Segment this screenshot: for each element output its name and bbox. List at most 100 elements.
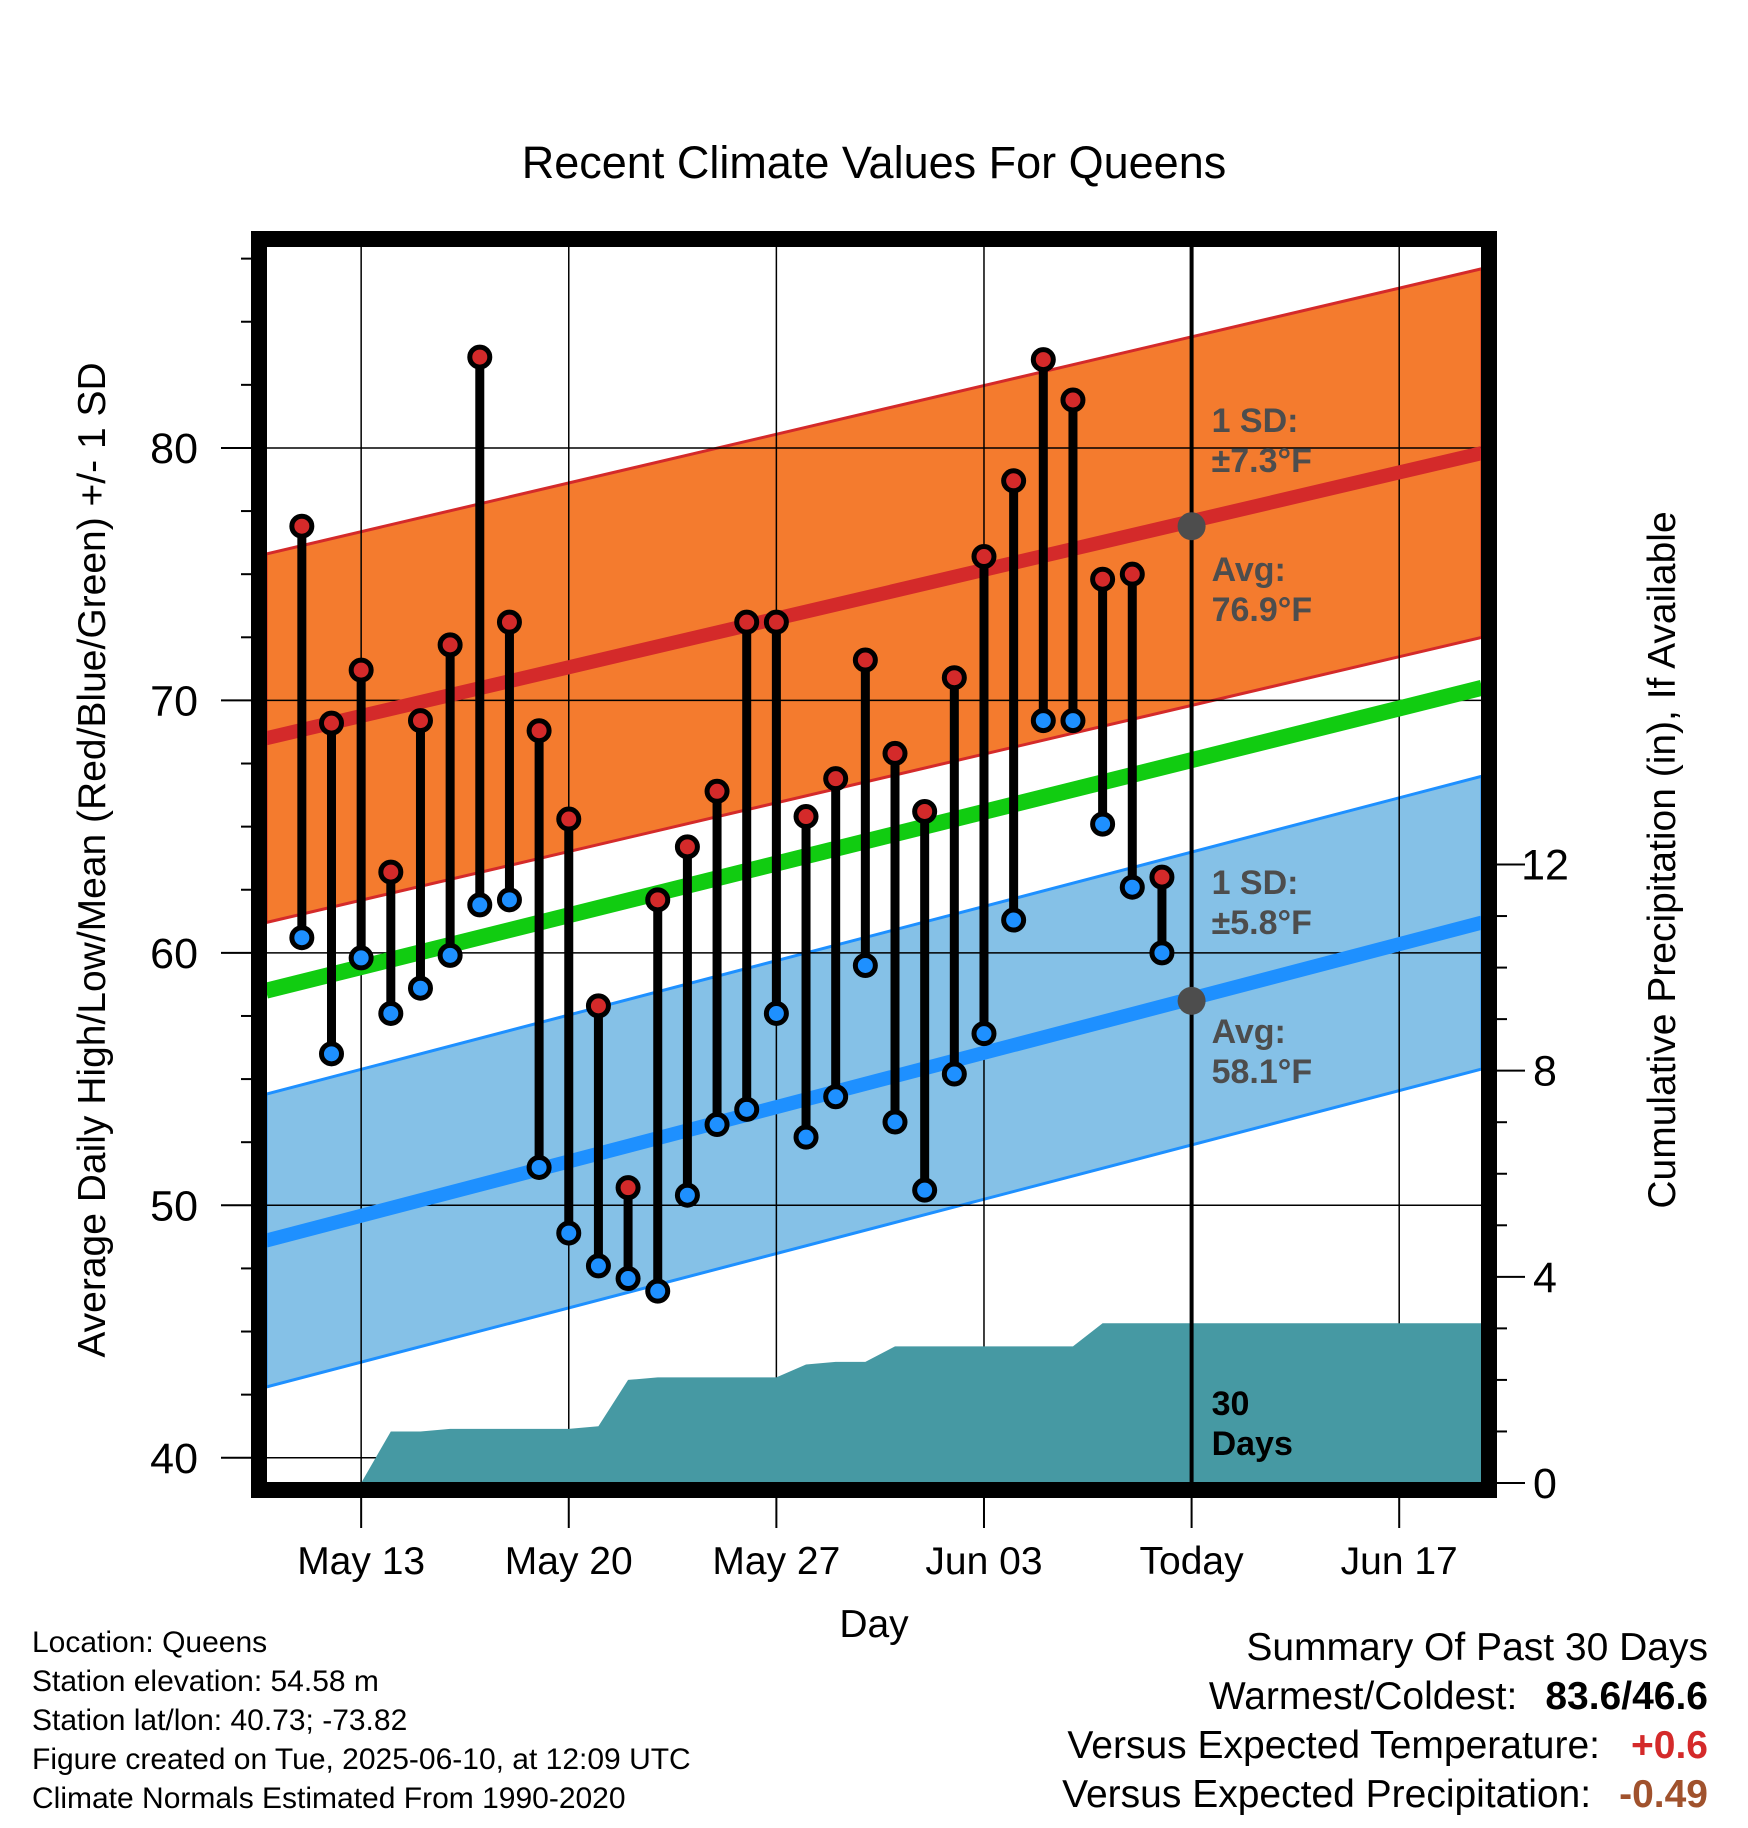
- low-point: [823, 1084, 849, 1110]
- low-point: [941, 1061, 967, 1087]
- normals-text: Climate Normals Estimated From 1990-2020: [32, 1782, 626, 1815]
- high-point: [941, 665, 967, 691]
- location-text: Location: Queens: [32, 1626, 268, 1659]
- summary-title: Summary Of Past 30 Days: [1246, 1626, 1708, 1669]
- low-point: [407, 975, 433, 1001]
- high-point: [1030, 347, 1056, 373]
- high-point: [793, 804, 819, 830]
- high-point: [496, 609, 522, 635]
- low-point: [526, 1154, 552, 1180]
- high-point: [289, 513, 315, 539]
- plot-layer: 1 SD: ±7.3°F Avg: 76.9°F 1 SD: ±5.8°F Avg: 58.1…: [150, 231, 1569, 1583]
- temp-vs-expected-label: Versus Expected Temperature:: [1067, 1724, 1600, 1767]
- high-point: [585, 993, 611, 1019]
- y-tick-label-right: 0: [1533, 1460, 1557, 1508]
- high-point: [556, 806, 582, 832]
- low-point: [1119, 874, 1145, 900]
- high-point: [437, 632, 463, 658]
- high-point: [615, 1175, 641, 1201]
- low-point: [348, 945, 374, 971]
- temp-vs-expected-value: +0.6: [1631, 1724, 1708, 1767]
- today-low-avg-marker: [1177, 986, 1206, 1015]
- high-point: [348, 657, 374, 683]
- low-point: [556, 1220, 582, 1246]
- plot-frame: [251, 231, 1497, 1498]
- low-point: [882, 1109, 908, 1135]
- y-tick-label-left: 40: [150, 1435, 198, 1483]
- low-point: [467, 892, 493, 918]
- low-point: [318, 1041, 344, 1067]
- created-text: Figure created on Tue, 2025-06-10, at 12…: [32, 1743, 691, 1776]
- high-point: [318, 710, 344, 736]
- low-point: [289, 925, 315, 951]
- precip-vs-expected-label: Versus Expected Precipitation:: [1062, 1773, 1592, 1816]
- high-point: [1119, 561, 1145, 587]
- x-tick-label: May 27: [712, 1540, 840, 1583]
- low-point: [1149, 940, 1175, 966]
- low-point: [1090, 811, 1116, 837]
- high-avg-annotation: Avg: 76.9°F: [1212, 551, 1313, 629]
- y-tick-label-left: 80: [150, 425, 198, 473]
- low-point: [734, 1096, 760, 1122]
- precip-area: [361, 1323, 1482, 1483]
- high-point: [971, 544, 997, 570]
- x-tick-label: May 13: [297, 1540, 425, 1583]
- summary-warm-cold-row: Warmest/Coldest: 83.6/46.6: [1062, 1672, 1708, 1721]
- low-point: [585, 1253, 611, 1279]
- low-avg-line: [266, 915, 1482, 1248]
- low-point: [971, 1021, 997, 1047]
- high-avg-line: [266, 446, 1482, 746]
- summary-panel: Summary Of Past 30 Days Warmest/Coldest:…: [1062, 1623, 1708, 1819]
- high-point: [882, 740, 908, 766]
- low-point: [704, 1112, 730, 1138]
- low-point: [1060, 708, 1086, 734]
- station-info: Location: Queens Station elevation: 54.5…: [32, 1623, 691, 1818]
- low-point: [1030, 708, 1056, 734]
- high-point: [674, 834, 700, 860]
- low-sd-annotation: 1 SD: ±5.8°F: [1212, 864, 1312, 942]
- mean-avg-line: [266, 680, 1482, 999]
- x-tick-label: Today: [1140, 1540, 1245, 1583]
- high-point: [1149, 864, 1175, 890]
- y-tick-label-left: 50: [150, 1182, 198, 1230]
- x-tick-label: Jun 03: [925, 1540, 1042, 1583]
- y-axis-label-right: Cumulative Precipitation (in), If Availa…: [1641, 511, 1684, 1208]
- y-tick-label-right: 8: [1533, 1048, 1557, 1096]
- summary-temp-row: Versus Expected Temperature: +0.6: [1062, 1721, 1708, 1770]
- y-tick-label-right: 12: [1521, 842, 1569, 890]
- high-point: [407, 708, 433, 734]
- high-point: [852, 647, 878, 673]
- high-point: [763, 609, 789, 635]
- low-point: [615, 1266, 641, 1292]
- x-axis-label: Day: [839, 1603, 909, 1646]
- chart-title: Recent Climate Values For Queens: [522, 137, 1227, 188]
- low-point: [852, 952, 878, 978]
- high-point: [526, 718, 552, 744]
- y-tick-label-left: 70: [150, 677, 198, 725]
- warm-cold-label: Warmest/Coldest:: [1208, 1675, 1518, 1718]
- low-point: [674, 1182, 700, 1208]
- high-point: [734, 609, 760, 635]
- low-point: [645, 1278, 671, 1304]
- low-point: [1001, 907, 1027, 933]
- low-point: [912, 1177, 938, 1203]
- high-sd-annotation: 1 SD: ±7.3°F: [1212, 402, 1312, 480]
- high-point: [378, 859, 404, 885]
- high-point: [823, 766, 849, 792]
- window-annotation: 30 Days: [1212, 1385, 1293, 1463]
- low-point: [793, 1124, 819, 1150]
- high-point: [1060, 387, 1086, 413]
- high-point: [645, 887, 671, 913]
- low-point: [763, 1000, 789, 1026]
- precip-vs-expected-value: -0.49: [1619, 1773, 1708, 1816]
- summary-precip-row: Versus Expected Precipitation: -0.49: [1062, 1770, 1708, 1819]
- y-tick-label-right: 4: [1533, 1254, 1557, 1302]
- high-point: [704, 778, 730, 804]
- low-avg-annotation: Avg: 58.1°F: [1212, 1013, 1313, 1091]
- today-high-avg-marker: [1177, 512, 1206, 541]
- low-point: [496, 887, 522, 913]
- high-point: [1090, 566, 1116, 592]
- low-point: [378, 1000, 404, 1026]
- high-point: [912, 798, 938, 824]
